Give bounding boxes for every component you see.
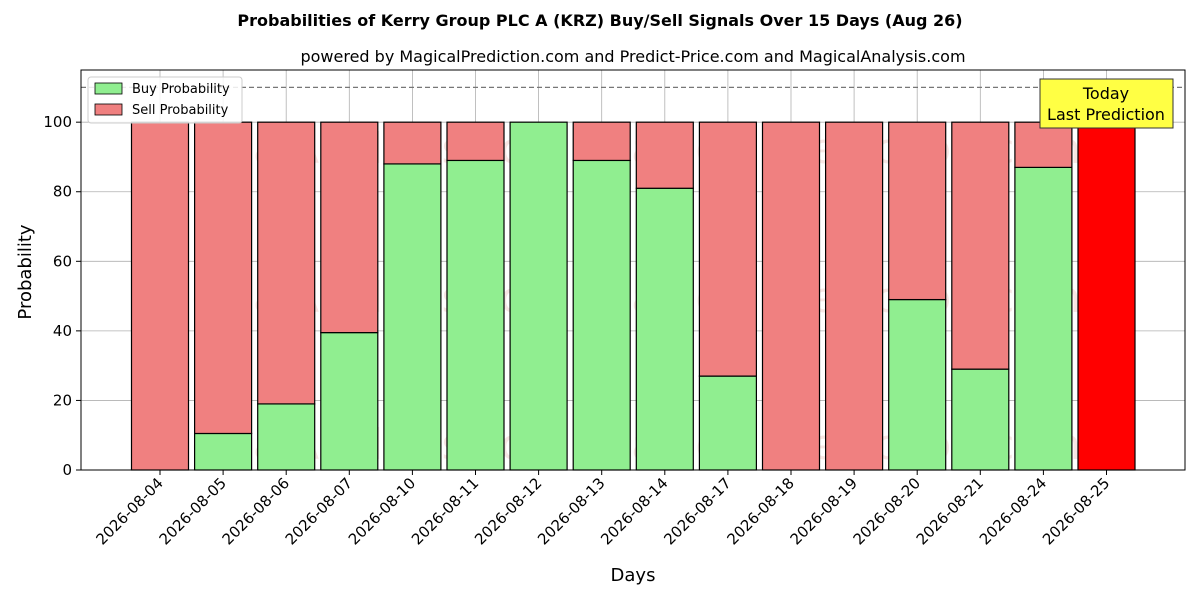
chart-subtitle: powered by MagicalPrediction.com and Pre… bbox=[300, 47, 965, 66]
legend-swatch-buy bbox=[94, 82, 123, 95]
bar-buy bbox=[509, 121, 568, 471]
bar-buy bbox=[383, 163, 442, 471]
bar-sell-highlight bbox=[1077, 121, 1136, 471]
bar-sell bbox=[824, 121, 884, 471]
bar-sell bbox=[572, 121, 631, 162]
bar-sell bbox=[320, 121, 379, 334]
bar-buy bbox=[257, 403, 316, 471]
annotation-box bbox=[1039, 78, 1174, 129]
bar-buy bbox=[194, 432, 253, 471]
annotation-line1: Today bbox=[1082, 84, 1129, 103]
y-axis-label: Probability bbox=[15, 224, 36, 319]
y-tick-label: 60 bbox=[53, 252, 72, 270]
bar-buy bbox=[698, 375, 758, 471]
bar-sell bbox=[635, 121, 694, 189]
bar-buy bbox=[572, 159, 631, 471]
today-annotation: Today Last Prediction bbox=[1039, 78, 1174, 129]
x-axis-label: Days bbox=[611, 565, 656, 586]
y-tick-label: 100 bbox=[43, 113, 72, 131]
bar-buy bbox=[951, 368, 1010, 471]
annotation-line2: Last Prediction bbox=[1047, 105, 1165, 124]
bar-sell bbox=[194, 121, 253, 435]
bar-buy bbox=[1014, 166, 1073, 471]
bar-sell bbox=[383, 121, 442, 165]
y-tick-label: 0 bbox=[62, 461, 72, 479]
bar-sell bbox=[446, 121, 505, 162]
bar-sell bbox=[130, 121, 190, 471]
bar-sell bbox=[257, 121, 316, 405]
legend: Buy Probability Sell Probability bbox=[87, 76, 243, 124]
y-tick-label: 40 bbox=[53, 322, 72, 340]
bar-sell bbox=[951, 121, 1010, 370]
bar-buy bbox=[888, 298, 947, 471]
bar-sell bbox=[698, 121, 758, 377]
y-tick-label: 80 bbox=[53, 183, 72, 201]
legend-box bbox=[87, 76, 243, 124]
bars bbox=[130, 121, 1136, 471]
bar-buy bbox=[446, 159, 505, 471]
legend-label-sell: Sell Probability bbox=[132, 103, 229, 118]
bar-sell bbox=[888, 121, 947, 301]
bar-buy bbox=[635, 187, 694, 471]
plot-frame bbox=[80, 69, 1186, 471]
bar-sell bbox=[1014, 121, 1073, 168]
chart-title: Probabilities of Kerry Group PLC A (KRZ)… bbox=[237, 11, 962, 30]
bar-buy bbox=[320, 332, 379, 471]
legend-label-buy: Buy Probability bbox=[132, 82, 230, 97]
legend-swatch-sell bbox=[94, 103, 123, 116]
y-tick-label: 20 bbox=[53, 391, 72, 409]
bar-sell bbox=[761, 121, 821, 471]
